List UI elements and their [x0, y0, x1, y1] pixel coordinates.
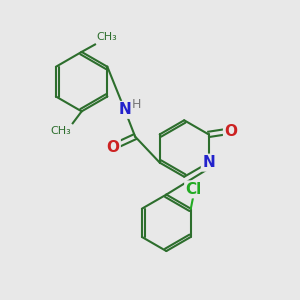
Text: H: H [131, 98, 141, 111]
Text: Cl: Cl [186, 182, 202, 197]
Text: N: N [118, 102, 131, 117]
Text: N: N [202, 155, 215, 170]
Text: O: O [224, 124, 237, 139]
Text: O: O [106, 140, 119, 154]
Text: CH₃: CH₃ [50, 126, 71, 136]
Text: CH₃: CH₃ [97, 32, 117, 42]
